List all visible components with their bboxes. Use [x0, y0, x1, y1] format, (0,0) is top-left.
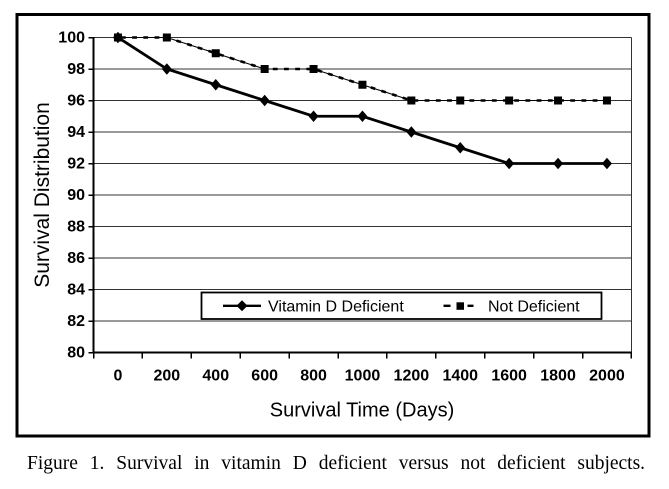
- svg-text:92: 92: [67, 156, 85, 173]
- svg-text:2000: 2000: [589, 368, 625, 385]
- svg-text:1200: 1200: [394, 368, 430, 385]
- svg-text:94: 94: [67, 124, 85, 141]
- svg-text:1000: 1000: [345, 368, 381, 385]
- svg-text:100: 100: [58, 30, 85, 47]
- svg-text:86: 86: [67, 250, 85, 267]
- svg-text:200: 200: [153, 368, 180, 385]
- svg-text:600: 600: [251, 368, 278, 385]
- svg-text:0: 0: [113, 368, 122, 385]
- svg-text:Vitamin D Deficient: Vitamin D Deficient: [268, 298, 404, 315]
- svg-text:90: 90: [67, 187, 85, 204]
- svg-text:82: 82: [67, 313, 85, 330]
- svg-text:Not Deficient: Not Deficient: [488, 298, 580, 315]
- svg-text:98: 98: [67, 61, 85, 78]
- svg-text:96: 96: [67, 93, 85, 110]
- svg-text:1800: 1800: [540, 368, 576, 385]
- svg-text:Survival Distribution: Survival Distribution: [31, 102, 54, 288]
- svg-text:84: 84: [67, 282, 85, 299]
- svg-text:1400: 1400: [442, 368, 478, 385]
- svg-text:88: 88: [67, 219, 85, 236]
- svg-text:Survival Time (Days): Survival Time (Days): [270, 400, 454, 422]
- svg-text:800: 800: [300, 368, 327, 385]
- svg-text:80: 80: [67, 345, 85, 362]
- svg-text:400: 400: [202, 368, 229, 385]
- svg-text:1600: 1600: [491, 368, 527, 385]
